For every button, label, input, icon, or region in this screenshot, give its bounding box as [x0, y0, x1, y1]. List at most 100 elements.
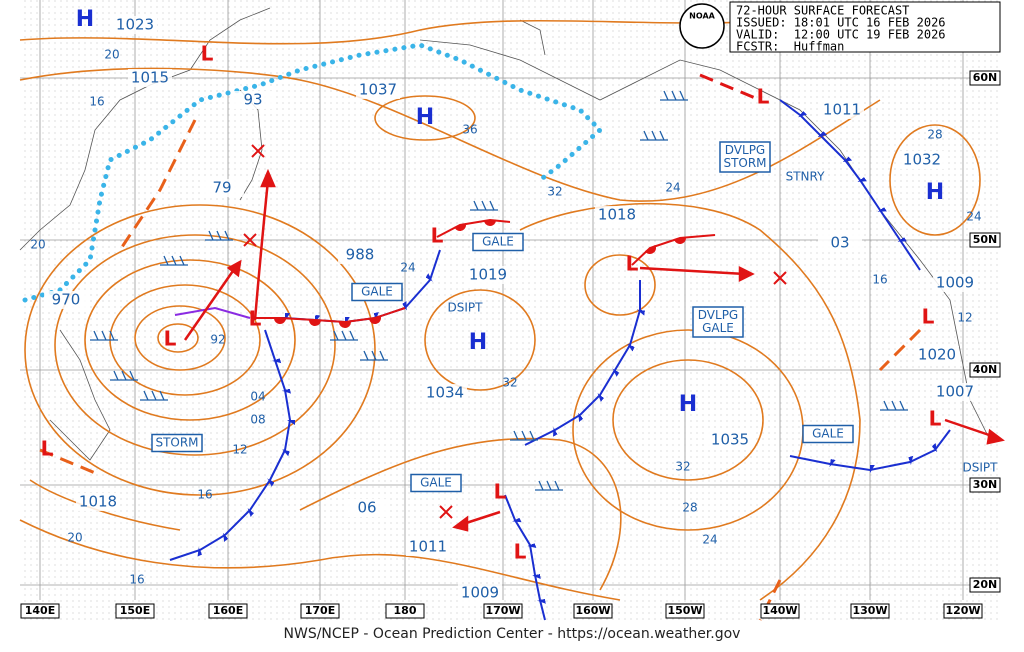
warning-label: STORM [723, 156, 766, 170]
high-center: H [469, 330, 487, 355]
longitude-box [665, 603, 705, 619]
low-center: L [757, 85, 770, 109]
pressure-label: 79 [212, 179, 231, 197]
wind-barb [90, 330, 118, 341]
isobar-label: 36 [462, 123, 477, 137]
wind-barb [640, 130, 668, 141]
pressure-bg [338, 246, 382, 264]
low-center: L [626, 252, 639, 276]
wind-barb [660, 90, 688, 101]
latitude-box [969, 70, 1001, 86]
longitude-box [385, 603, 425, 619]
motion-arrows [183, 168, 1005, 532]
warning-box [410, 473, 462, 493]
warning-box [351, 282, 403, 302]
isobar-label: 24 [966, 210, 981, 224]
longitude-label: 120W [945, 604, 980, 617]
wind-barb [205, 230, 233, 241]
front-label: STNRY [786, 170, 825, 184]
isobar-label: 24 [665, 181, 680, 195]
header-valid: VALID: 12:00 UTC 19 FEB 2026 [736, 28, 946, 42]
isobars [19, 19, 981, 601]
warning-box [802, 424, 854, 444]
pressure-label: 1035 [711, 431, 749, 449]
pressure-bg [933, 274, 977, 292]
low-center: L [431, 224, 444, 248]
fronts [39, 73, 951, 621]
isobar-label: 16 [197, 488, 212, 502]
warning-label: GALE [361, 285, 393, 299]
longitude-label: 150E [120, 604, 150, 617]
longitude-label: 140E [25, 604, 55, 617]
low-center: L [922, 305, 935, 329]
isobar-label: 20 [104, 48, 119, 62]
low-center: L [249, 307, 262, 331]
longitude-label: 170W [485, 604, 520, 617]
longitude-label: 170E [305, 604, 335, 617]
latitude-label: 20N [973, 578, 998, 591]
warning-label: GALE [812, 427, 844, 441]
longitude-box [300, 603, 340, 619]
low-center: L [164, 327, 177, 351]
pressure-bg [356, 81, 400, 99]
isobar-label: 92 [210, 333, 225, 347]
warning-label: GALE [702, 321, 734, 335]
pressure-label: 970 [52, 291, 81, 309]
isobar-label: 24 [702, 533, 717, 547]
isobar-label: 16 [872, 273, 887, 287]
low-center: L [929, 407, 942, 431]
warning-box [692, 306, 744, 338]
latitude-box [969, 232, 1001, 248]
isobar-label: 28 [682, 501, 697, 515]
high-center: H [76, 7, 94, 32]
longitude-label: 160E [213, 604, 243, 617]
header-box [729, 1, 1001, 53]
longitude-box [115, 603, 155, 619]
pressure-bg [44, 291, 88, 309]
wind-barb [535, 480, 563, 491]
pressure-label: 1037 [359, 81, 397, 99]
warning-box [472, 232, 524, 252]
longitude-label: 160W [575, 604, 610, 617]
pressure-bg [466, 266, 510, 284]
latitude-box [969, 577, 1001, 593]
isobar-label: 32 [675, 460, 690, 474]
isobar-label: 04 [250, 390, 265, 404]
high-center: H [679, 392, 697, 417]
pressure-label: 1020 [918, 346, 956, 364]
pressure-label: 06 [357, 499, 376, 517]
isobar-label: 24 [400, 261, 415, 275]
pressure-bg [708, 431, 752, 449]
latitude-label: 40N [973, 363, 998, 376]
pressure-bg [458, 584, 502, 602]
front-label: DSIPT [448, 301, 484, 315]
longitude-label: 180 [394, 604, 417, 617]
pressure-label: 1019 [469, 266, 507, 284]
wind-barb [330, 330, 358, 341]
noaa-logo [679, 3, 725, 49]
isobar-label: 12 [232, 443, 247, 457]
wind-barb [510, 430, 538, 441]
warning-box [151, 433, 203, 453]
high-center: H [416, 105, 434, 130]
pressure-bg [933, 383, 977, 401]
pressure-label: 1032 [903, 151, 941, 169]
logo-text: NOAA [689, 12, 715, 21]
warning-label: GALE [482, 235, 514, 249]
warning-label: DVLPG [725, 143, 765, 157]
pressure-bg [900, 151, 944, 169]
wind-barb [110, 370, 138, 381]
low-center: L [41, 437, 54, 461]
wind-barb [470, 200, 498, 211]
wind-barb [160, 255, 188, 266]
wind-barb [360, 350, 388, 361]
longitude-label: 140W [762, 604, 797, 617]
isobar-label: 08 [250, 413, 265, 427]
wind-barb [880, 400, 908, 411]
pressure-label: 1034 [426, 384, 464, 402]
footer: NWS/NCEP - Ocean Prediction Center - htt… [284, 626, 741, 642]
warning-label: STORM [155, 436, 198, 450]
header-forecaster: FCSTR: Huffman [736, 40, 844, 54]
pressure-bg [345, 499, 389, 517]
pressure-bg [406, 538, 450, 556]
